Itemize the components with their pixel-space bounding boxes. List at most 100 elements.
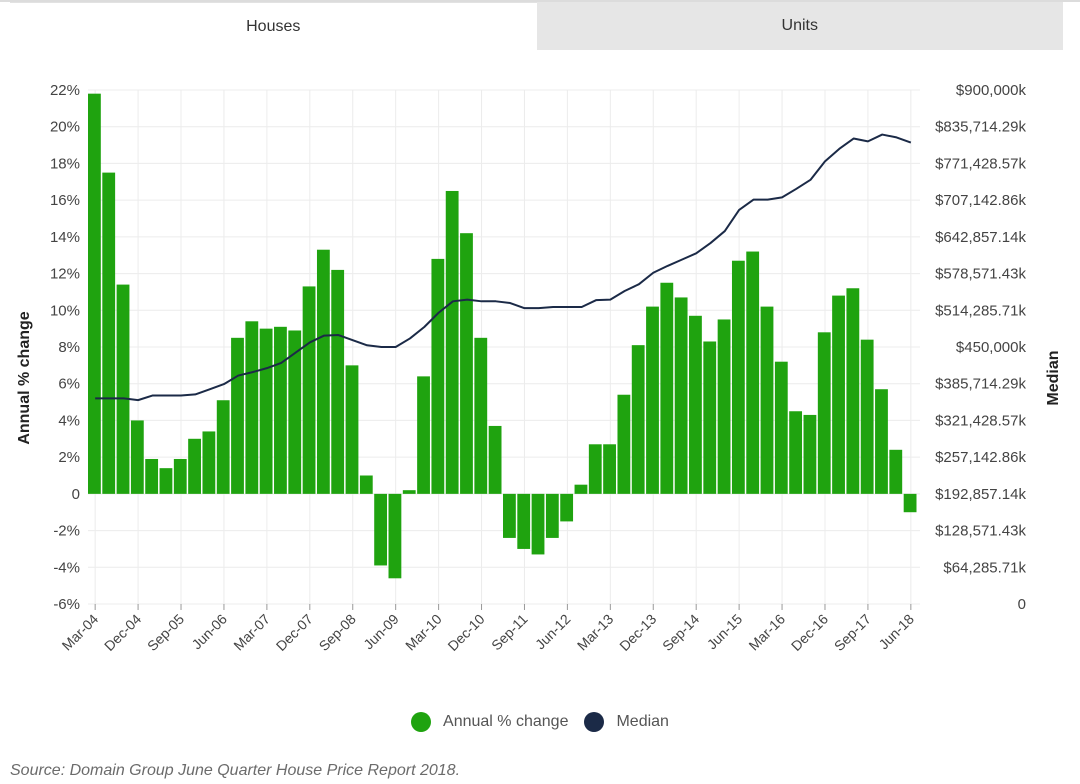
bar[interactable] — [646, 306, 659, 494]
x-tick-label: Jun-18 — [875, 611, 917, 653]
bar[interactable] — [359, 475, 373, 494]
bar[interactable] — [331, 269, 345, 494]
source-note: Source: Domain Group June Quarter House … — [10, 762, 461, 779]
median-line-group — [95, 133, 912, 402]
y-axis-label: Annual % change — [16, 311, 33, 444]
bar[interactable] — [288, 330, 302, 494]
bar[interactable] — [374, 493, 388, 566]
x-tick-label: Jun-09 — [360, 611, 402, 653]
y2-tick-label: $642,857.14k — [935, 229, 1026, 246]
bar[interactable] — [231, 337, 244, 494]
legend: Annual % change Median — [0, 712, 1080, 732]
bar[interactable] — [803, 414, 817, 494]
x-tick-label: Mar-04 — [59, 611, 102, 654]
bar[interactable] — [388, 493, 402, 579]
bar[interactable] — [660, 282, 674, 494]
bar[interactable] — [460, 233, 473, 494]
bar[interactable] — [102, 172, 116, 494]
bar[interactable] — [717, 319, 731, 494]
y-tick-label: 14% — [50, 229, 80, 246]
bar[interactable] — [145, 458, 159, 494]
median-line[interactable] — [95, 133, 912, 402]
y-tick-label: 20% — [50, 119, 80, 136]
tab-units[interactable]: Units — [536, 2, 1063, 50]
bar[interactable] — [188, 438, 201, 494]
y-tick-label: -6% — [53, 596, 80, 613]
y-tick-label: 18% — [50, 155, 80, 172]
bar[interactable] — [517, 493, 531, 549]
x-axis-ticks: Mar-04 Dec-04 Sep-05 Jun-06 Mar-07 Dec-07 Sep-… — [59, 604, 917, 654]
bar[interactable] — [202, 431, 216, 494]
x-tick-label: Dec-13 — [616, 611, 659, 654]
y-tick-label: 0 — [72, 486, 80, 503]
bar[interactable] — [88, 93, 101, 494]
x-tick-label: Mar-07 — [230, 611, 273, 654]
bar[interactable] — [560, 493, 574, 522]
bar[interactable] — [531, 493, 545, 555]
bar[interactable] — [302, 286, 316, 494]
y2-tick-label: $192,857.14k — [935, 486, 1026, 503]
bar[interactable] — [631, 345, 645, 494]
y2-tick-label: 0 — [1018, 596, 1026, 613]
tab-houses[interactable]: Houses — [10, 2, 537, 50]
bar[interactable] — [731, 260, 745, 494]
x-tick-label: Sep-11 — [488, 611, 531, 654]
bar[interactable] — [173, 458, 187, 494]
bar[interactable] — [746, 251, 760, 494]
bar[interactable] — [789, 411, 803, 494]
bar[interactable] — [574, 484, 588, 494]
bar[interactable] — [216, 400, 230, 494]
y-tick-label: 8% — [58, 339, 80, 356]
y2-tick-label: $128,571.43k — [935, 523, 1026, 540]
bar[interactable] — [903, 493, 917, 513]
y2-tick-label: $900,000k — [956, 82, 1027, 99]
bar[interactable] — [674, 297, 688, 494]
bar[interactable] — [316, 249, 330, 494]
bar[interactable] — [617, 394, 631, 494]
bar[interactable] — [274, 326, 287, 494]
bar[interactable] — [703, 341, 717, 494]
bar[interactable] — [846, 288, 860, 494]
bar[interactable] — [402, 490, 416, 494]
bar[interactable] — [417, 376, 430, 494]
y2-tick-label: $257,142.86k — [935, 449, 1026, 466]
bar[interactable] — [817, 332, 831, 494]
y-tick-label: 16% — [50, 192, 80, 209]
bar[interactable] — [259, 328, 273, 494]
bar[interactable] — [345, 365, 359, 494]
y2-axis-label: Median — [1045, 350, 1062, 405]
y-axis-ticks: 22% 20% 18% 16% 14% 12% 10% 8% 6% 4% 2% 0 -2% -4% -6% — [50, 82, 80, 613]
legend-item-median[interactable]: Median — [584, 712, 669, 732]
bar[interactable] — [875, 389, 888, 494]
bar[interactable] — [159, 468, 173, 494]
bar[interactable] — [588, 444, 602, 494]
bar[interactable] — [503, 493, 516, 538]
x-tick-label: Dec-16 — [788, 611, 831, 654]
bar[interactable] — [488, 425, 502, 494]
x-tick-label: Mar-10 — [402, 611, 445, 654]
bar[interactable] — [116, 284, 130, 494]
bar[interactable] — [474, 337, 488, 494]
bar[interactable] — [545, 493, 559, 538]
bar[interactable] — [832, 295, 845, 494]
x-tick-label: Dec-04 — [101, 611, 144, 654]
bar[interactable] — [130, 420, 144, 494]
x-tick-label: Jun-12 — [532, 611, 574, 653]
legend-item-annual-change[interactable]: Annual % change — [411, 712, 568, 732]
bar[interactable] — [889, 449, 903, 494]
bar[interactable] — [860, 339, 874, 494]
bar[interactable] — [431, 258, 445, 494]
bar[interactable] — [445, 190, 459, 494]
bar[interactable] — [760, 306, 774, 494]
y-tick-label: 10% — [50, 302, 80, 319]
line-legend-dot — [584, 712, 605, 732]
y2-tick-label: $64,285.71k — [943, 559, 1026, 576]
bar[interactable] — [774, 361, 788, 494]
x-tick-label: Sep-17 — [831, 611, 874, 654]
bar[interactable] — [245, 321, 259, 494]
tab-bar: Houses Units — [10, 2, 1063, 50]
bar[interactable] — [689, 315, 702, 494]
y-tick-label: -2% — [53, 523, 80, 540]
y2-tick-label: $450,000k — [956, 339, 1027, 356]
bar[interactable] — [603, 444, 616, 494]
